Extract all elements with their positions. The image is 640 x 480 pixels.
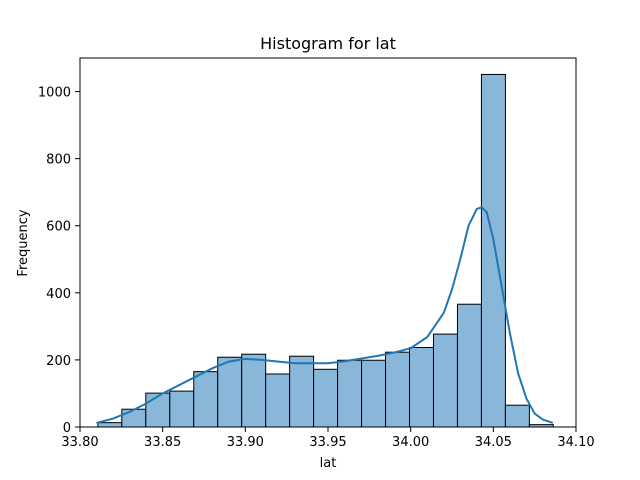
y-tick-label: 600 [46, 220, 71, 235]
histogram-bar [145, 392, 171, 428]
x-axis-label: lat [320, 456, 337, 471]
histogram-bar [265, 373, 291, 428]
histogram-bar [337, 359, 363, 428]
histogram-bar [313, 368, 339, 428]
histogram-bar [121, 408, 147, 428]
y-tick-label: 0 [63, 421, 71, 436]
y-tick-label: 400 [46, 287, 71, 302]
chart-title: Histogram for lat [260, 34, 396, 53]
y-tick-label: 200 [46, 354, 71, 369]
x-tick-label: 34.00 [392, 435, 429, 450]
histogram-bar [217, 356, 243, 428]
histogram-bar [456, 303, 482, 428]
histogram-bar [361, 359, 387, 428]
x-tick-label: 34.10 [557, 435, 594, 450]
histogram-bar [409, 346, 434, 428]
histogram-bar [289, 355, 315, 428]
histogram-bar [480, 73, 506, 428]
histogram-bar [169, 390, 195, 428]
y-tick-label: 800 [46, 153, 71, 168]
histogram-bar [97, 422, 123, 428]
x-tick-label: 33.95 [309, 435, 346, 450]
x-tick-label: 34.05 [475, 435, 512, 450]
x-tick-label: 33.80 [61, 435, 98, 450]
x-axis: 33.80 33.85 33.90 33.95 34.00 34.05 34.10 [61, 427, 595, 450]
kde-curve [96, 206, 554, 424]
y-tick-label: 1000 [38, 86, 71, 101]
histogram-bar [432, 333, 458, 428]
x-tick-label: 33.90 [227, 435, 264, 450]
histogram-bar [193, 371, 219, 428]
y-axis-label: Frequency [16, 209, 31, 276]
histogram-bars [97, 73, 554, 428]
y-axis: 0 200 400 600 800 1000 [38, 86, 80, 436]
x-tick-label: 33.85 [144, 435, 181, 450]
histogram-bar [504, 404, 530, 428]
histogram-bar [385, 351, 411, 428]
histogram-bar [241, 353, 267, 428]
